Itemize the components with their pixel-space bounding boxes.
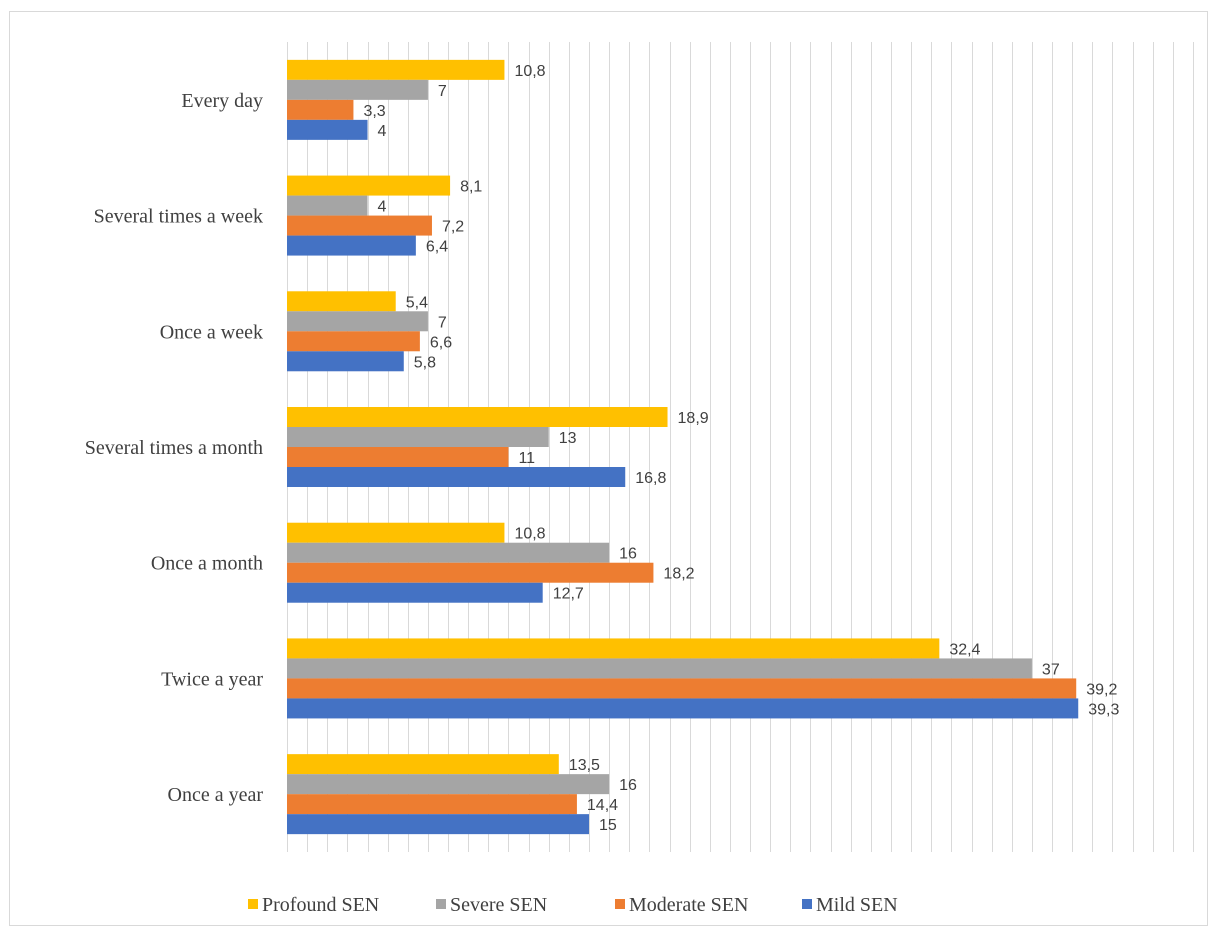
data-label: 7 bbox=[438, 83, 447, 100]
bar-profound-sen-every-day bbox=[287, 59, 505, 80]
bar-mild-sen-once-a-month bbox=[287, 582, 543, 603]
legend-label-severe-sen: Severe SEN bbox=[450, 894, 547, 916]
data-label: 16 bbox=[619, 777, 637, 794]
data-label: 4 bbox=[378, 199, 387, 216]
data-label: 10,8 bbox=[514, 526, 545, 543]
data-label: 10,8 bbox=[514, 63, 545, 80]
data-label: 7,2 bbox=[442, 219, 464, 236]
data-label: 12,7 bbox=[553, 586, 584, 603]
bar-moderate-sen-twice-a-year bbox=[287, 678, 1077, 699]
bar-moderate-sen-several-times-a-month bbox=[287, 447, 509, 467]
data-label: 16,8 bbox=[635, 470, 666, 487]
category-label: Several times a month bbox=[85, 437, 263, 459]
bar-mild-sen-once-a-year bbox=[287, 814, 589, 835]
category-labels: Every day Several times a week Once a week… bbox=[85, 90, 264, 806]
bar-severe-sen-twice-a-year bbox=[287, 658, 1032, 679]
bar-moderate-sen-once-a-week bbox=[287, 331, 420, 352]
category-label: Several times a week bbox=[94, 206, 263, 228]
category-label: Twice a year bbox=[161, 668, 263, 690]
bar-moderate-sen-several-times-a-week bbox=[287, 215, 432, 236]
bar-mild-sen-every-day bbox=[287, 119, 368, 140]
bar-severe-sen-several-times-a-month bbox=[287, 427, 549, 447]
data-label: 7 bbox=[438, 314, 447, 331]
data-label: 18,2 bbox=[663, 566, 694, 583]
bar-profound-sen-several-times-a-month bbox=[287, 407, 668, 427]
bar-profound-sen-twice-a-year bbox=[287, 638, 940, 659]
data-label: 37 bbox=[1042, 661, 1060, 678]
bar-mild-sen-once-a-week bbox=[287, 351, 404, 372]
data-label: 3,3 bbox=[363, 103, 385, 120]
legend-label-mild-sen: Mild SEN bbox=[816, 894, 898, 916]
data-label: 18,9 bbox=[678, 410, 709, 427]
category-label: Every day bbox=[181, 90, 263, 112]
bar-profound-sen-once-a-year bbox=[287, 754, 559, 775]
bar-severe-sen-once-a-year bbox=[287, 774, 610, 795]
data-label: 39,3 bbox=[1088, 701, 1119, 718]
bar-moderate-sen-every-day bbox=[287, 99, 354, 120]
bars bbox=[287, 59, 1079, 835]
bar-moderate-sen-once-a-year bbox=[287, 794, 577, 815]
bar-moderate-sen-once-a-month bbox=[287, 562, 654, 583]
data-label: 32,4 bbox=[949, 641, 980, 658]
legend-swatch-profound-sen bbox=[248, 899, 258, 909]
data-label: 4 bbox=[378, 123, 387, 140]
bar-profound-sen-once-a-week bbox=[287, 291, 396, 312]
bar-severe-sen-once-a-month bbox=[287, 542, 610, 563]
category-label: Once a year bbox=[168, 784, 264, 806]
data-label: 6,6 bbox=[430, 334, 452, 351]
bar-severe-sen-once-a-week bbox=[287, 311, 428, 332]
data-label: 14,4 bbox=[587, 797, 618, 814]
data-label: 8,1 bbox=[460, 179, 482, 196]
legend-swatch-moderate-sen bbox=[615, 899, 625, 909]
data-labels: 10,8 7 3,3 4 8,1 4 7,2 6,4 5,4 7 6,6 5,8 18,9 13 11 16,… bbox=[363, 63, 1119, 834]
category-label: Once a week bbox=[160, 321, 263, 343]
data-label: 11 bbox=[518, 450, 535, 467]
bar-mild-sen-several-times-a-week bbox=[287, 235, 416, 256]
data-label: 5,8 bbox=[414, 354, 436, 371]
data-label: 15 bbox=[599, 817, 617, 834]
bar-mild-sen-twice-a-year bbox=[287, 698, 1079, 719]
data-label: 39,2 bbox=[1086, 681, 1117, 698]
category-label: Once a month bbox=[151, 553, 263, 575]
legend: Profound SEN Severe SEN Moderate SEN Mild S… bbox=[248, 894, 898, 916]
data-label: 6,4 bbox=[426, 239, 448, 256]
legend-swatch-severe-sen bbox=[436, 899, 446, 909]
bar-profound-sen-once-a-month bbox=[287, 522, 505, 543]
data-label: 16 bbox=[619, 546, 637, 563]
bar-severe-sen-every-day bbox=[287, 79, 428, 100]
bar-severe-sen-several-times-a-week bbox=[287, 195, 368, 216]
data-label: 13 bbox=[559, 430, 577, 447]
legend-swatch-mild-sen bbox=[802, 899, 812, 909]
bar-mild-sen-several-times-a-month bbox=[287, 467, 626, 487]
data-label: 5,4 bbox=[406, 294, 428, 311]
legend-label-profound-sen: Profound SEN bbox=[262, 894, 379, 916]
data-label: 13,5 bbox=[569, 757, 600, 774]
legend-label-moderate-sen: Moderate SEN bbox=[629, 894, 748, 916]
bar-profound-sen-several-times-a-week bbox=[287, 175, 451, 196]
